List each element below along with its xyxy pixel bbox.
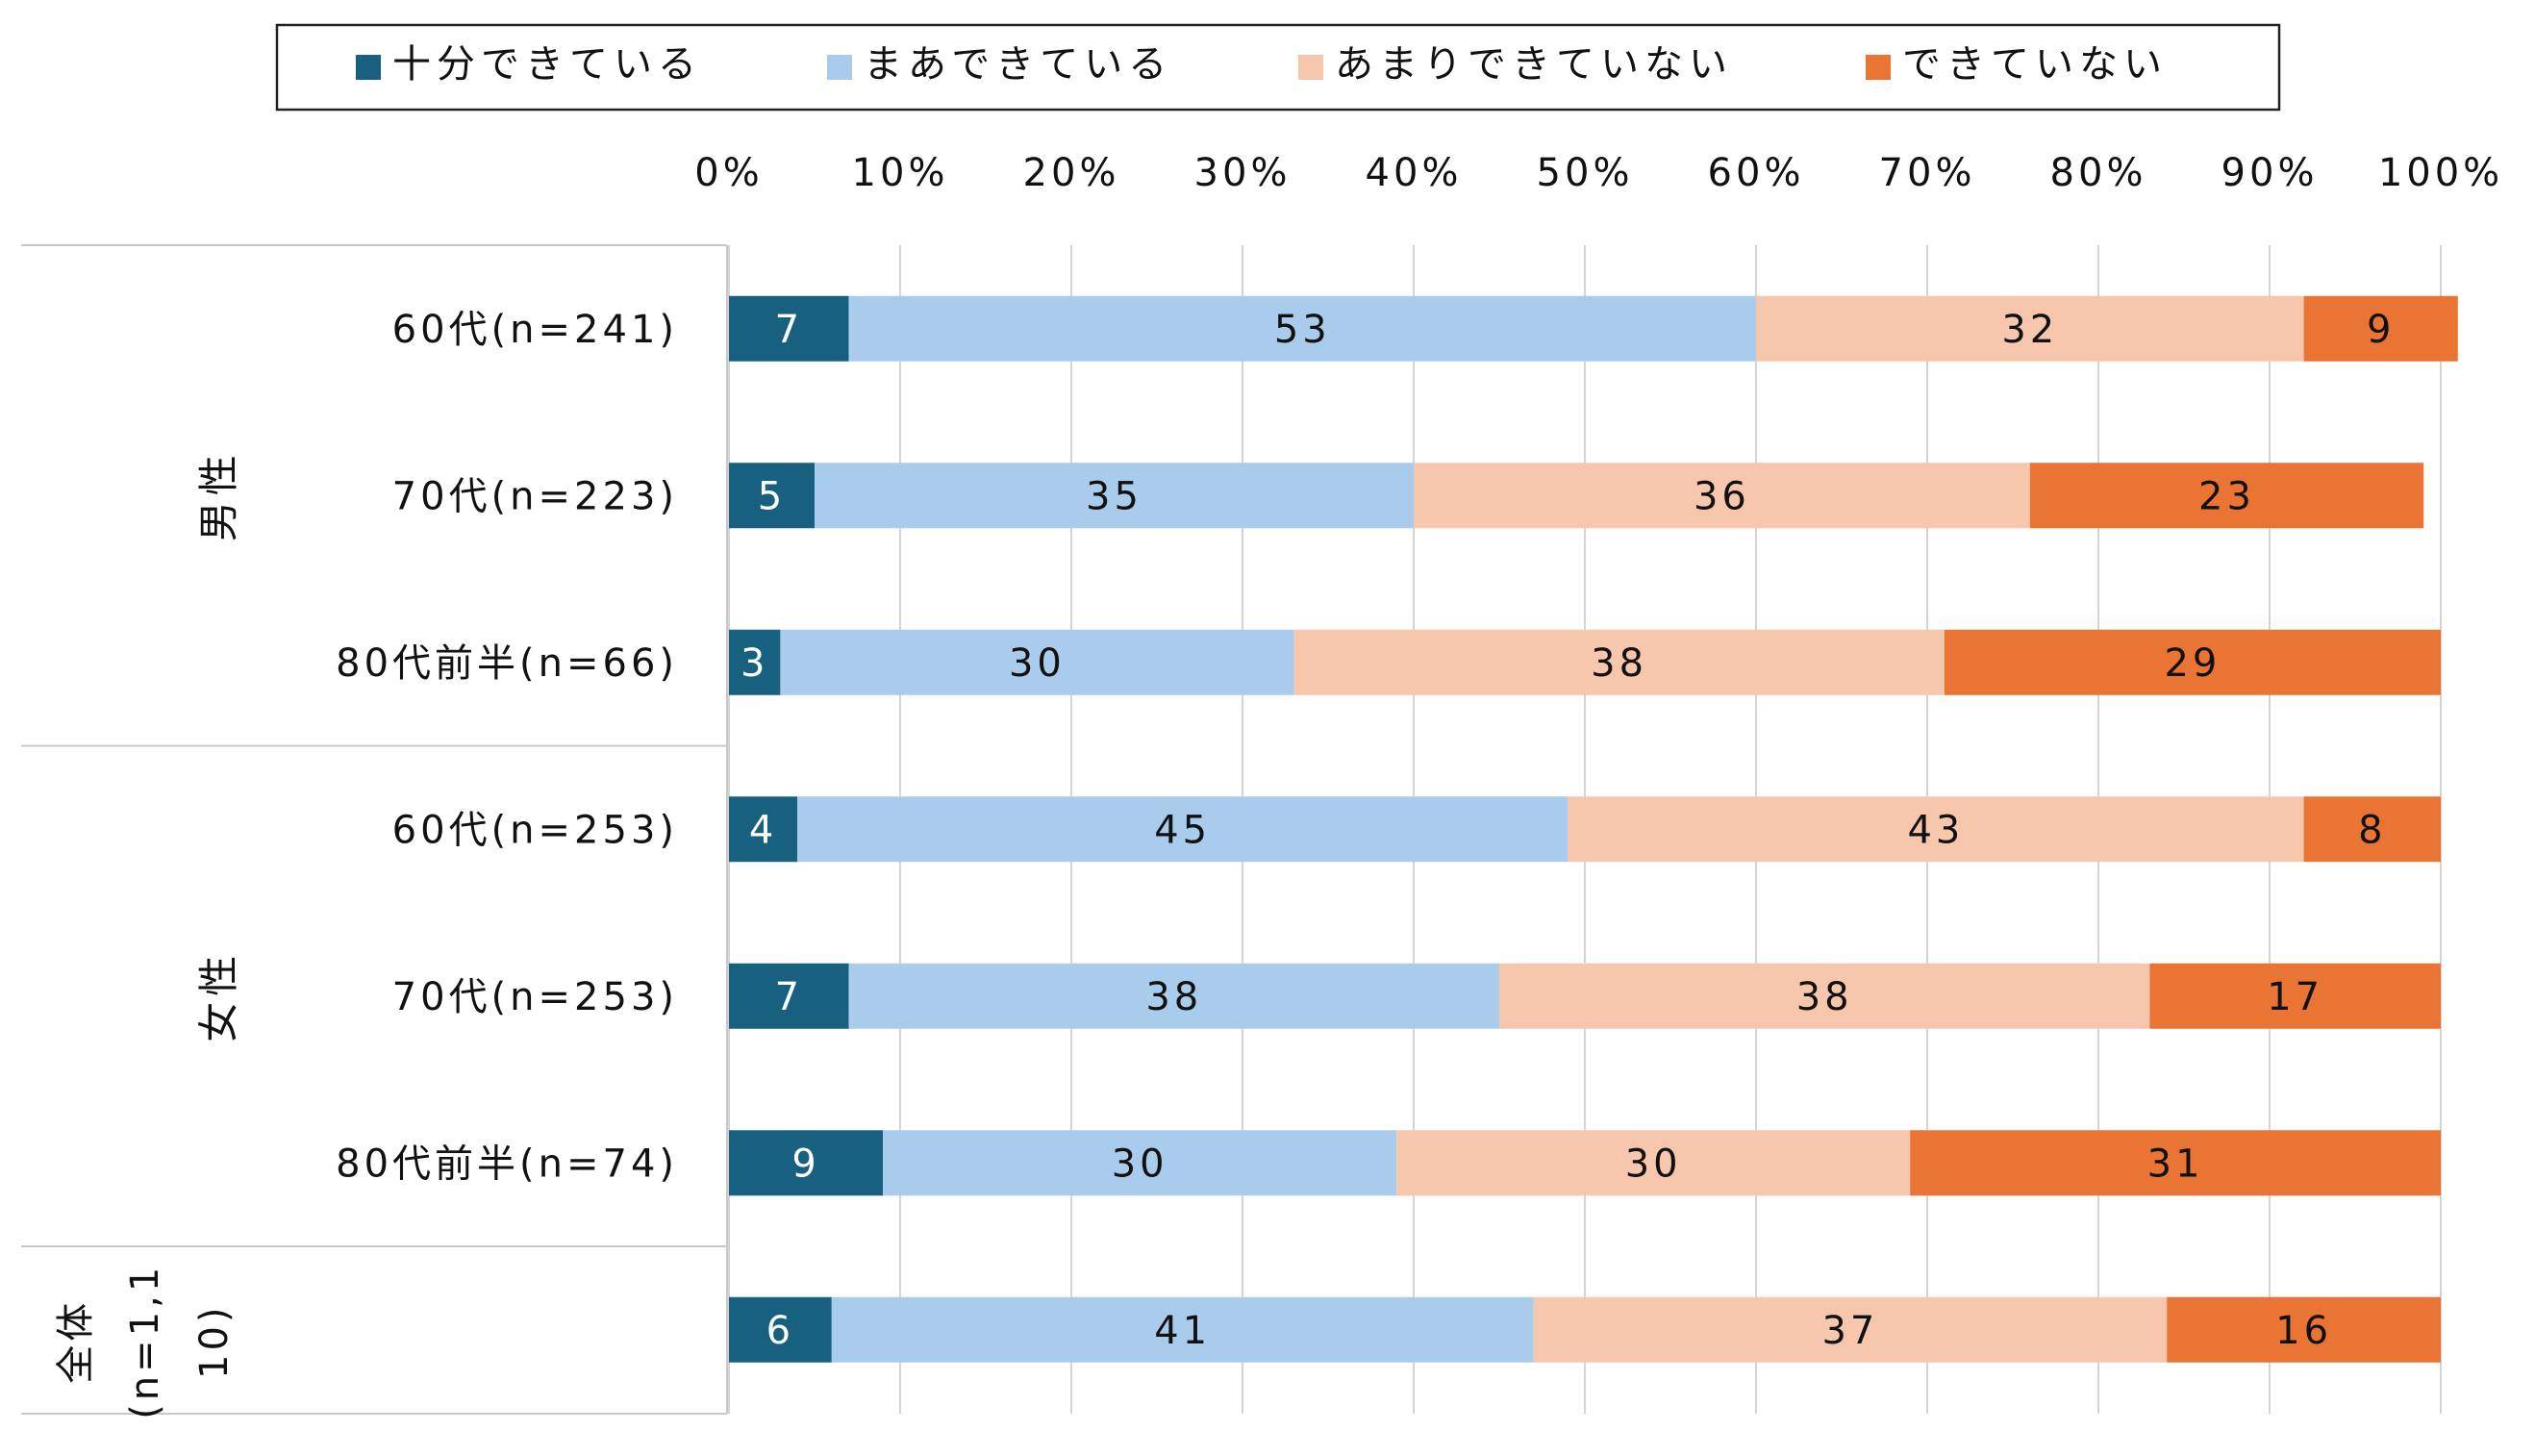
legend-swatch-3	[1298, 55, 1323, 80]
x-tick-label: 20%	[1023, 151, 1120, 195]
x-tick-label: 70%	[1879, 151, 1976, 195]
bar-segment	[2303, 295, 2458, 362]
x-tick-label: 0%	[694, 151, 763, 195]
bar-segment	[1396, 1130, 1911, 1196]
bar-segment	[729, 629, 781, 695]
row-label: 60代(n=241)	[392, 308, 678, 352]
legend-label-2: まあできている	[864, 42, 1172, 87]
bar-segment	[815, 463, 1414, 529]
data-label: 38	[1591, 641, 1647, 686]
bar-segment	[1756, 295, 2304, 362]
x-tick-label: 50%	[1537, 151, 1634, 195]
bar-segment	[1293, 629, 1945, 695]
row-label: 80代前半(n=66)	[336, 641, 678, 686]
bar-segment	[1944, 629, 2441, 695]
row-label: 70代(n=253)	[392, 975, 678, 1019]
group-label-line: 10)	[192, 1303, 237, 1379]
bar-segment	[729, 963, 849, 1029]
row-labels: 60代(n=241) 70代(n=223) 80代前半(n=66) 60代(n=253…	[336, 308, 678, 1187]
bar-segment	[1910, 1130, 2441, 1196]
x-tick-label: 80%	[2050, 151, 2147, 195]
legend-label-1: 十分できている	[392, 42, 702, 87]
bar-segment	[2303, 796, 2441, 863]
data-label: 4	[749, 808, 777, 852]
bar-segment	[2167, 1296, 2441, 1363]
data-label: 38	[1145, 975, 1202, 1019]
group-label-line: 全体	[54, 1299, 98, 1384]
bar-segment	[797, 796, 1569, 863]
x-tick-label: 100%	[2378, 151, 2503, 195]
data-label: 30	[1009, 641, 1066, 686]
data-label: 16	[2275, 1309, 2332, 1353]
data-label: 43	[1907, 808, 1964, 852]
data-label: 37	[1821, 1309, 1878, 1353]
group-label: 男性	[195, 449, 242, 541]
bar-segment	[780, 629, 1294, 695]
data-label: 5	[758, 474, 786, 518]
x-tick-label: 90%	[2221, 151, 2319, 195]
bar-segment	[848, 963, 1499, 1029]
bar-segment	[729, 295, 849, 362]
x-tick-label: 30%	[1194, 151, 1292, 195]
category-frame	[21, 244, 728, 1415]
bar-segment	[2029, 463, 2424, 529]
bar-segment	[1499, 963, 2150, 1029]
legend-box	[275, 23, 2281, 112]
group-label-line: (n=1,1	[123, 1264, 167, 1419]
data-label: 23	[2198, 474, 2255, 518]
data-label: 17	[2267, 975, 2323, 1019]
legend: 十分できている まあできている あまりできていない できていない	[356, 42, 2168, 87]
legend-swatch-1	[356, 55, 381, 80]
bar-segment	[729, 796, 798, 863]
data-label: 7	[775, 975, 803, 1019]
legend-swatch-2	[827, 55, 852, 80]
data-label: 30	[1112, 1142, 1168, 1186]
x-tick-label: 60%	[1708, 151, 1805, 195]
data-label: 9	[791, 1142, 819, 1186]
group-label: 女性	[195, 950, 242, 1042]
data-label: 6	[766, 1309, 794, 1353]
data-label: 9	[2367, 308, 2395, 352]
row-label: 60代(n=253)	[392, 808, 678, 852]
bar-segment	[1533, 1296, 2168, 1363]
bar-segment	[1414, 463, 2030, 529]
legend-label-3: あまりできていない	[1335, 42, 1733, 87]
legend-label-4: できていない	[1902, 42, 2168, 87]
x-tick-label: 40%	[1366, 151, 1463, 195]
bars: 7 53 32 9 5 35 36 23 3 30 38 29 4 45 43 8 7 38 38 17 9 30 30 31…	[729, 295, 2458, 1363]
data-label: 8	[2358, 808, 2386, 852]
data-label: 7	[775, 308, 803, 352]
data-label: 41	[1154, 1309, 1211, 1353]
data-label: 38	[1796, 975, 1853, 1019]
bar-segment	[848, 295, 1756, 362]
legend-swatch-4	[1866, 55, 1891, 80]
data-label: 31	[2147, 1142, 2204, 1186]
data-label: 29	[2164, 641, 2221, 686]
data-label: 53	[1274, 308, 1331, 352]
bar-segment	[883, 1130, 1397, 1196]
data-label: 45	[1154, 808, 1211, 852]
x-axis-ticks: 0% 10% 20% 30% 40% 50% 60% 70% 80% 90% 100%	[694, 151, 2503, 195]
bar-segment	[1568, 796, 2304, 863]
row-label: 80代前半(n=74)	[336, 1142, 678, 1186]
data-label: 36	[1694, 474, 1750, 518]
data-label: 32	[2001, 308, 2058, 352]
bar-segment	[831, 1296, 1534, 1363]
x-tick-label: 10%	[852, 151, 949, 195]
data-label: 35	[1086, 474, 1142, 518]
bar-segment	[2149, 963, 2441, 1029]
data-label: 30	[1625, 1142, 1682, 1186]
row-label: 70代(n=223)	[392, 474, 678, 518]
bar-segment	[729, 463, 815, 529]
bar-segment	[729, 1130, 884, 1196]
bar-segment	[729, 1296, 832, 1363]
data-label: 3	[740, 641, 768, 686]
